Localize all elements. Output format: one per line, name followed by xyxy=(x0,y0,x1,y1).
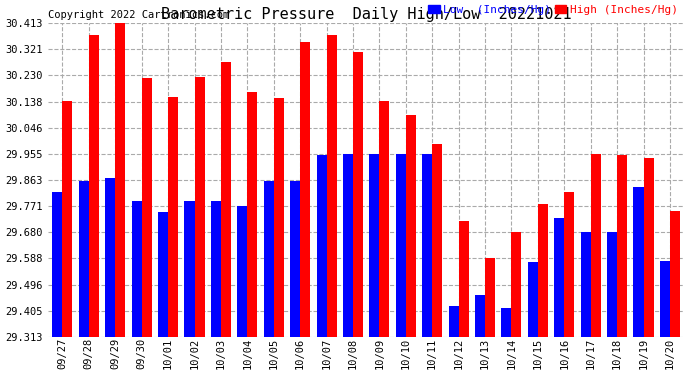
Bar xyxy=(115,23,126,337)
Bar xyxy=(62,101,72,337)
Bar xyxy=(221,63,231,337)
Bar xyxy=(247,92,257,337)
Bar xyxy=(79,181,89,337)
Bar xyxy=(89,35,99,337)
Bar xyxy=(353,53,363,337)
Bar xyxy=(168,97,178,337)
Title: Barometric Pressure  Daily High/Low  20221021: Barometric Pressure Daily High/Low 20221… xyxy=(161,7,571,22)
Bar xyxy=(670,211,680,337)
Bar xyxy=(564,192,574,337)
Bar xyxy=(264,181,274,337)
Bar xyxy=(380,101,389,337)
Text: Copyright 2022 Cartronics.com: Copyright 2022 Cartronics.com xyxy=(48,10,229,20)
Bar xyxy=(52,192,62,337)
Bar xyxy=(141,78,152,337)
Legend: Low  (Inches/Hg), High (Inches/Hg): Low (Inches/Hg), High (Inches/Hg) xyxy=(427,3,679,16)
Bar xyxy=(300,42,310,337)
Bar xyxy=(644,158,653,337)
Bar xyxy=(485,258,495,337)
Bar xyxy=(406,115,416,337)
Bar xyxy=(459,221,469,337)
Bar xyxy=(274,98,284,337)
Bar xyxy=(617,155,627,337)
Bar xyxy=(369,154,380,337)
Bar xyxy=(581,232,591,337)
Bar xyxy=(158,212,168,337)
Bar xyxy=(448,306,459,337)
Bar xyxy=(237,207,247,337)
Bar xyxy=(184,201,195,337)
Bar xyxy=(432,144,442,337)
Bar xyxy=(211,201,221,337)
Bar xyxy=(475,295,485,337)
Bar xyxy=(195,77,204,337)
Bar xyxy=(396,154,406,337)
Bar xyxy=(538,204,548,337)
Bar xyxy=(511,232,522,337)
Bar xyxy=(502,308,511,337)
Bar xyxy=(607,232,617,337)
Bar xyxy=(528,262,538,337)
Bar xyxy=(660,261,670,337)
Bar xyxy=(422,154,432,337)
Bar xyxy=(591,154,601,337)
Bar xyxy=(326,35,337,337)
Bar xyxy=(343,154,353,337)
Bar xyxy=(633,186,644,337)
Bar xyxy=(132,201,141,337)
Bar xyxy=(554,218,564,337)
Bar xyxy=(317,155,326,337)
Bar xyxy=(106,178,115,337)
Bar xyxy=(290,181,300,337)
